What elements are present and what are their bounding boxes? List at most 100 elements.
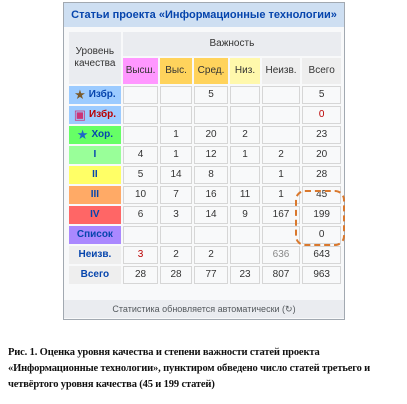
count-cell[interactable]: 28: [160, 266, 192, 284]
count-cell[interactable]: 14: [193, 206, 229, 224]
count-cell[interactable]: 2: [160, 246, 192, 264]
count-cell[interactable]: 11: [230, 186, 260, 204]
count-cell[interactable]: 77: [193, 266, 229, 284]
table-footer[interactable]: Статистика обновляется автоматически (↻): [64, 300, 344, 318]
table-row: ★ Хор. 1 20 2 23: [69, 126, 341, 144]
quality-level-label: Неизв.: [78, 249, 112, 260]
table-row: Неизв. 3 2 2 636 643: [69, 246, 341, 264]
importance-column-header[interactable]: Высш.: [122, 58, 159, 84]
count-cell[interactable]: 10: [122, 186, 159, 204]
quality-level-cell[interactable]: ★ Хор.: [69, 126, 121, 144]
count-cell: [122, 226, 159, 244]
count-cell: [160, 226, 192, 244]
count-cell[interactable]: 28: [122, 266, 159, 284]
row-total-cell[interactable]: 963: [302, 266, 341, 284]
count-cell[interactable]: 5: [122, 166, 159, 184]
quality-level-cell[interactable]: III: [69, 186, 121, 204]
table-row: II 5 14 8 1 28: [69, 166, 341, 184]
figure-caption: Рис. 1. Оценка уровня качества и степени…: [8, 347, 371, 390]
count-cell[interactable]: 2: [261, 146, 301, 164]
star-icon: ★: [74, 87, 86, 102]
quality-level-cell[interactable]: Неизв.: [69, 246, 121, 264]
count-cell[interactable]: 7: [160, 186, 192, 204]
count-cell: [261, 126, 301, 144]
importance-header[interactable]: Важность: [122, 32, 341, 56]
row-total-cell[interactable]: 5: [302, 86, 341, 104]
count-cell[interactable]: 20: [193, 126, 229, 144]
count-cell: [230, 106, 260, 124]
count-cell: [122, 106, 159, 124]
count-cell[interactable]: 1: [230, 146, 260, 164]
count-cell[interactable]: 3: [122, 246, 159, 264]
count-cell[interactable]: 14: [160, 166, 192, 184]
table-row: III 10 7 16 11 1 45: [69, 186, 341, 204]
quality-level-cell[interactable]: II: [69, 166, 121, 184]
count-cell: [230, 86, 260, 104]
highlight-dashed-box: [295, 190, 345, 246]
row-total-cell[interactable]: 0: [302, 226, 341, 244]
count-cell[interactable]: 1: [160, 146, 192, 164]
row-total-cell[interactable]: 23: [302, 126, 341, 144]
count-cell: [122, 86, 159, 104]
importance-column-header[interactable]: Неизв.: [261, 58, 301, 84]
count-cell: [230, 246, 260, 264]
count-cell[interactable]: 2: [230, 126, 260, 144]
quality-level-label: Избр.: [89, 109, 117, 120]
featured-list-icon: ▣: [73, 107, 87, 122]
row-total-cell[interactable]: 0: [302, 106, 341, 124]
count-cell: [160, 106, 192, 124]
importance-column-header[interactable]: Выс.: [160, 58, 192, 84]
count-cell[interactable]: 4: [122, 146, 159, 164]
quality-level-label: I: [93, 149, 97, 160]
count-cell[interactable]: 3: [160, 206, 192, 224]
quality-level-label: IV: [90, 209, 100, 220]
count-cell[interactable]: 636: [261, 246, 301, 264]
quality-level-cell[interactable]: ★ Избр.: [69, 86, 121, 104]
table-row: ▣ Избр. 0: [69, 106, 341, 124]
table-title[interactable]: Статьи проекта «Информационные технологи…: [64, 3, 344, 27]
count-cell: [193, 226, 229, 244]
count-cell[interactable]: 2: [193, 246, 229, 264]
quality-level-label: II: [92, 169, 98, 180]
row-total-cell[interactable]: 28: [302, 166, 341, 184]
count-cell: [193, 106, 229, 124]
quality-level-cell[interactable]: Всего: [69, 266, 121, 284]
table-row: Всего 28 28 77 23 807 963: [69, 266, 341, 284]
importance-column-header[interactable]: Всего: [302, 58, 341, 84]
importance-column-header[interactable]: Низ.: [230, 58, 260, 84]
count-cell[interactable]: 1: [261, 166, 301, 184]
count-cell[interactable]: 1: [160, 126, 192, 144]
count-cell: [261, 226, 301, 244]
count-cell: [261, 106, 301, 124]
quality-level-label: III: [90, 189, 100, 200]
quality-level-cell[interactable]: Список: [69, 226, 121, 244]
count-cell[interactable]: 9: [230, 206, 260, 224]
count-cell: [261, 86, 301, 104]
count-cell[interactable]: 23: [230, 266, 260, 284]
table-row: ★ Избр. 5 5: [69, 86, 341, 104]
importance-column-header[interactable]: Сред.: [193, 58, 229, 84]
count-cell[interactable]: 12: [193, 146, 229, 164]
statistics-table-figure: Статьи проекта «Информационные технологи…: [63, 2, 345, 320]
count-cell: [230, 166, 260, 184]
quality-level-cell[interactable]: ▣ Избр.: [69, 106, 121, 124]
good-star-icon: ★: [76, 127, 89, 142]
quality-level-label: Избр.: [88, 89, 116, 100]
count-cell: [230, 226, 260, 244]
table-row: I 4 1 12 1 2 20: [69, 146, 341, 164]
table-row: Список 0: [69, 226, 341, 244]
row-total-cell[interactable]: 643: [302, 246, 341, 264]
count-cell[interactable]: 5: [193, 86, 229, 104]
count-cell[interactable]: 167: [261, 206, 301, 224]
count-cell[interactable]: 16: [193, 186, 229, 204]
count-cell[interactable]: 8: [193, 166, 229, 184]
count-cell[interactable]: 807: [261, 266, 301, 284]
row-total-cell[interactable]: 20: [302, 146, 341, 164]
quality-importance-table: Уровень качества Важность Высш. Выс. Сред.…: [67, 30, 343, 286]
count-cell[interactable]: 6: [122, 206, 159, 224]
quality-level-cell[interactable]: I: [69, 146, 121, 164]
quality-level-label: Хор.: [91, 129, 113, 140]
row-total-cell[interactable]: 199: [302, 206, 341, 224]
quality-level-label: Список: [76, 229, 113, 240]
quality-level-cell[interactable]: IV: [69, 206, 121, 224]
